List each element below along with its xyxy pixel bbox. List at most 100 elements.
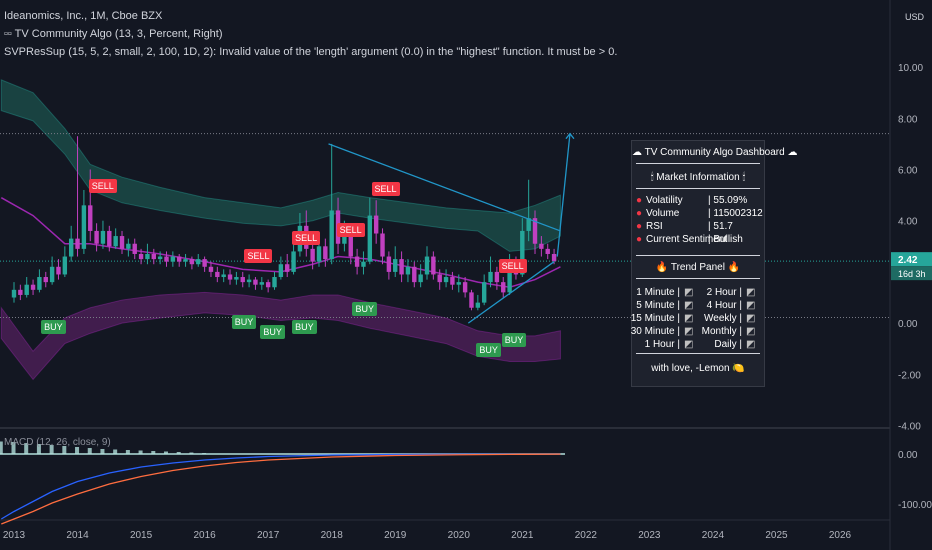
axes-layer: 10.008.006.004.002.000.00-2.00-4.00USD2.… [3, 12, 932, 541]
last-price-label: 2.42 [898, 255, 918, 266]
candle-body [443, 277, 449, 283]
buy-signal: BUY [501, 333, 527, 348]
candle-body [43, 277, 48, 283]
candle-body [501, 282, 506, 293]
sell-signal: SELL [498, 258, 527, 273]
trend-timeframe: 1 Minute | [636, 287, 680, 298]
macd-line [0, 453, 561, 520]
candle-body [189, 259, 195, 265]
buy-signal: BUY [260, 325, 285, 340]
time-tick-label: 2013 [3, 530, 26, 541]
dashboard-title: ☁ TV Community Algo Dashboard ☁ [632, 147, 798, 158]
candle-body [177, 256, 182, 262]
sell-signal: SELL [292, 230, 321, 245]
candle-body [272, 277, 277, 288]
macd-histogram-bar [100, 449, 105, 454]
candle-body [208, 266, 214, 272]
price-tick-label: -2.00 [898, 370, 921, 381]
sell-signal: SELL [336, 222, 365, 237]
trend-timeframe: 4 Hour | [706, 300, 742, 311]
candle-body [481, 282, 487, 303]
metric-value: | 55.09% [708, 195, 748, 206]
indicator-label-algo[interactable]: ▫▫ TV Community Algo (13, 3, Percent, Ri… [4, 28, 223, 40]
candle-body [437, 274, 442, 283]
time-tick-label: 2014 [66, 530, 89, 541]
candle-body [215, 271, 220, 278]
trend-timeframe: 2 Hour | [706, 287, 742, 298]
macd-histogram-bar [36, 444, 41, 454]
candle-body [475, 302, 481, 308]
candle-body [316, 246, 322, 262]
trend-chart-icon: ◩ [746, 287, 756, 298]
candle-body [393, 259, 398, 272]
macd-label[interactable]: MACD (12, 26, close, 9) [4, 437, 111, 448]
metric-value: | Bullish [708, 234, 743, 245]
candle-body [49, 266, 55, 283]
divider [636, 278, 760, 279]
candle-body [202, 259, 207, 267]
candle-body [386, 256, 392, 272]
candle-body [348, 233, 353, 257]
metric-label: Current Sentiment [646, 234, 728, 245]
time-tick-label: 2022 [575, 530, 598, 541]
metric-value: | 115002312 [708, 208, 763, 219]
time-tick-label: 2019 [384, 530, 407, 541]
trend-chart-icon: ◩ [746, 326, 756, 337]
trend-panel-header: 🔥 Trend Panel 🔥 [655, 262, 741, 273]
candle-body [75, 238, 80, 249]
sell-signal: SELL [244, 248, 273, 263]
metric-value: | 51.7 [708, 221, 733, 232]
candle-body [227, 274, 233, 280]
time-tick-label: 2025 [765, 530, 788, 541]
pin-icon: ● [636, 234, 643, 245]
trend-chart-icon: ◩ [684, 300, 694, 311]
candle-body [265, 282, 271, 288]
candle-body [107, 230, 112, 247]
trend-timeframe: 30 Minute | [630, 326, 680, 337]
macd-histogram-bar [87, 448, 92, 454]
time-tick-label: 2026 [829, 530, 852, 541]
market-info-header: 🕯 Market Information 🕯 [650, 172, 746, 183]
candle-body [462, 282, 468, 293]
candle-body [164, 256, 169, 262]
trend-chart-icon: ◩ [684, 287, 694, 298]
candle-body [196, 259, 201, 265]
candle-body [424, 256, 430, 275]
trend-chart-icon: ◩ [684, 313, 694, 324]
candle-body [221, 274, 226, 278]
sell-signal: SELL [371, 181, 400, 196]
candle-body [551, 253, 557, 262]
candle-body [367, 215, 373, 262]
trend-timeframe: Daily | [714, 339, 742, 350]
candle-body [361, 261, 366, 267]
candle-body [24, 284, 29, 295]
currency-label[interactable]: USD [905, 12, 925, 22]
candle-body [100, 230, 106, 244]
candle-body [373, 215, 379, 234]
trend-timeframe: 5 Minute | [636, 300, 680, 311]
candle-body [183, 259, 188, 262]
candle-body [494, 271, 500, 283]
trend-chart-icon: ◩ [684, 326, 694, 337]
candle-body [526, 218, 531, 231]
candle-body [81, 205, 87, 249]
candle-body [157, 256, 163, 260]
trend-line [467, 261, 555, 324]
time-tick-label: 2018 [321, 530, 344, 541]
candle-body [151, 253, 156, 260]
trend-chart-icon: ◩ [746, 300, 756, 311]
candle-body [145, 253, 150, 260]
divider [636, 163, 760, 164]
candle-body [450, 277, 455, 285]
candle-body [507, 264, 512, 293]
candle-body [18, 289, 23, 295]
pin-icon: ● [636, 221, 643, 232]
indicator-label-svpressup[interactable]: SVPResSup (15, 5, 2, small, 2, 100, 1D, … [4, 46, 618, 58]
buy-signal: BUY [41, 320, 66, 335]
candle-body [56, 266, 61, 275]
candle-body [234, 277, 239, 280]
macd-tick-label: 0.00 [898, 450, 918, 461]
candle-body [138, 253, 144, 260]
